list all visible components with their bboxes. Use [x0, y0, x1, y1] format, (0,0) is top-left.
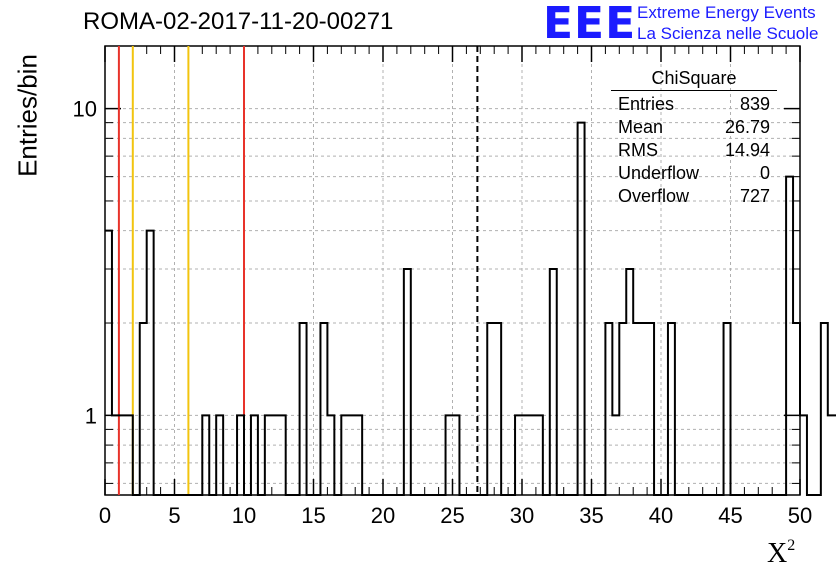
x-tick-label: 30 — [510, 503, 534, 528]
x-tick-label: 10 — [232, 503, 256, 528]
y-tick-label: 1 — [85, 403, 97, 428]
x-tick-label: 20 — [371, 503, 395, 528]
chart-title: ROMA-02-2017-11-20-00271 — [83, 8, 394, 35]
stats-label: Entries — [618, 94, 675, 114]
eee-logo: EEE — [543, 0, 637, 49]
stats-label: Underflow — [618, 163, 700, 183]
marker-lines — [117, 46, 479, 495]
stats-value: 839 — [739, 94, 770, 114]
stats-label: RMS — [618, 140, 658, 160]
y-axis-label: Entries/bin — [12, 54, 43, 177]
logo-line-2: La Scienza nelle Scuole — [637, 24, 819, 43]
histogram-line — [105, 121, 836, 496]
stats-row-entries: Entries 839 — [611, 93, 777, 116]
logo-line-1: Extreme Energy Events — [637, 3, 816, 22]
x-axis-label: X2 — [767, 537, 796, 569]
stats-row-rms: RMS 14.94 — [611, 139, 777, 162]
x-tick-label: 15 — [301, 503, 325, 528]
x-tick-label: 25 — [440, 503, 464, 528]
x-tick-label: 5 — [168, 503, 180, 528]
y-tick-label: 10 — [73, 97, 97, 122]
stats-value: 14.94 — [724, 140, 770, 160]
stats-label: Mean — [618, 117, 664, 137]
x-tick-label: 0 — [99, 503, 111, 528]
stats-label: Overflow — [618, 186, 690, 206]
stats-title: ChiSquare — [611, 66, 777, 91]
stats-box: ChiSquare Entries 839 Mean 26.79 RMS 14.94 … — [611, 66, 777, 208]
x-tick-label: 45 — [718, 503, 742, 528]
stats-value: 727 — [739, 186, 770, 206]
tick-labels: 0 5 10 15 20 25 30 35 40 45 50 1 10 — [73, 97, 813, 528]
stats-row-underflow: Underflow 0 — [611, 162, 777, 185]
x-tick-label: 40 — [649, 503, 673, 528]
x-tick-label: 50 — [788, 503, 812, 528]
x-tick-label: 35 — [579, 503, 603, 528]
stats-row-mean: Mean 26.79 — [611, 116, 777, 139]
stats-value: 0 — [759, 163, 770, 183]
stats-value: 26.79 — [724, 117, 770, 137]
stats-row-overflow: Overflow 727 — [611, 185, 777, 208]
